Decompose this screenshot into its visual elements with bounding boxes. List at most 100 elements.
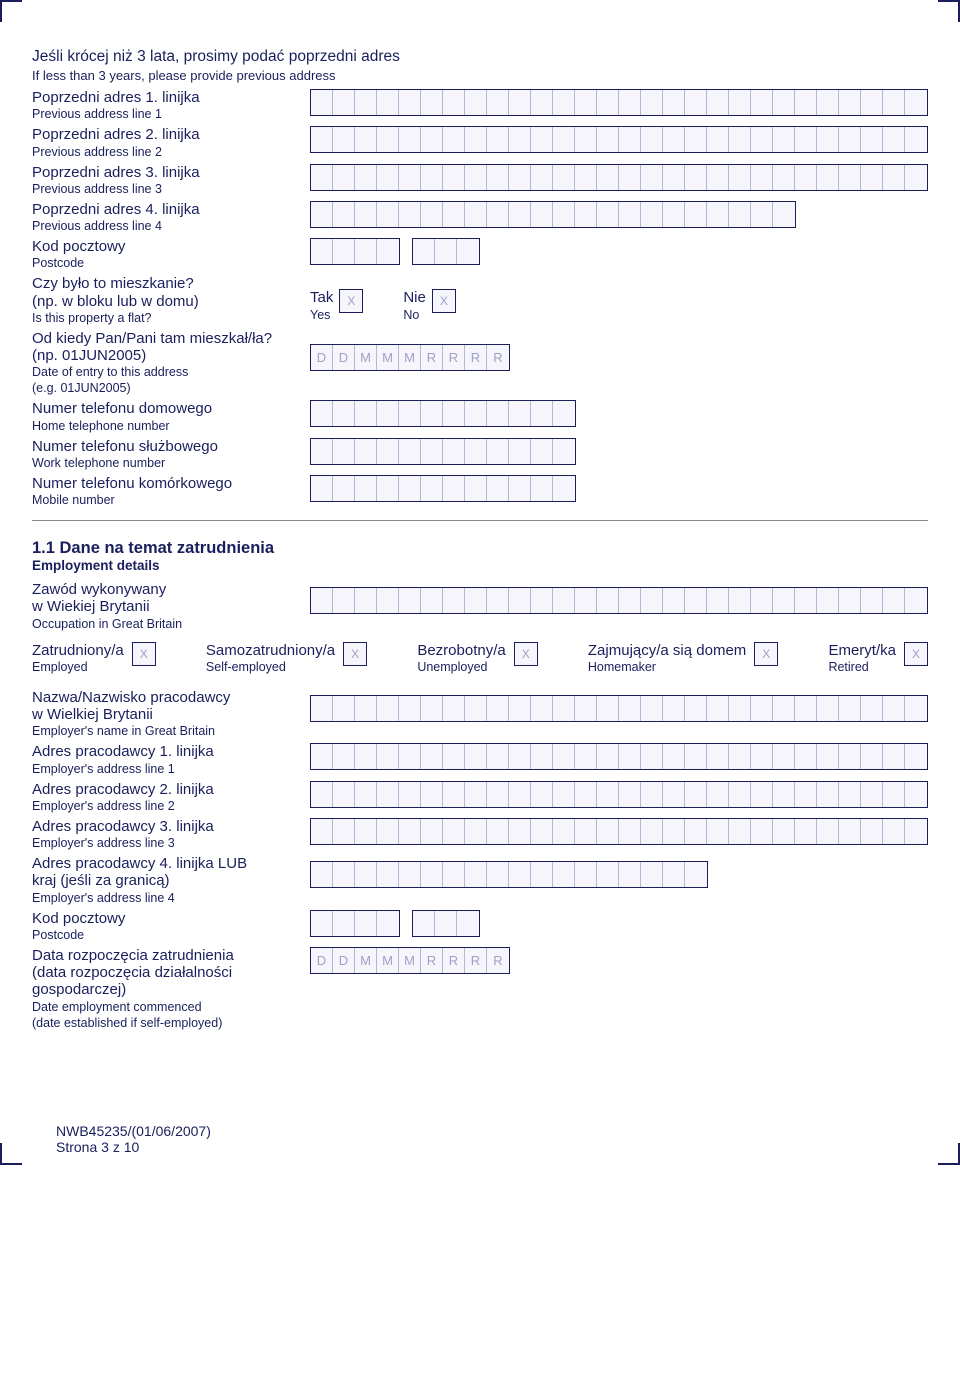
input-occupation[interactable] — [310, 587, 928, 614]
row-occupation: Zawód wykonywany w Wiekiej Brytanii Occu… — [32, 581, 928, 632]
isflat-pl2: (np. w bloku lub w domu) — [32, 293, 304, 310]
work-tel-en: Work telephone number — [32, 456, 304, 471]
checkbox-homemaker[interactable]: X — [754, 642, 778, 666]
input-emp-addr-4[interactable] — [310, 861, 708, 888]
occ-pl2: w Wiekiej Brytanii — [32, 598, 304, 615]
emp-home-en: Homemaker — [588, 660, 746, 675]
label-prev2-en: Previous address line 2 — [32, 145, 304, 160]
checkbox-no[interactable]: X — [432, 289, 456, 313]
input-emp-postcode-1[interactable] — [310, 910, 400, 937]
input-date-entry[interactable]: DDMMMRRRR — [310, 344, 510, 371]
empname-en: Employer's name in Great Britain — [32, 724, 304, 739]
row-prev-addr-2: Poprzedni adres 2. linijka Previous addr… — [32, 126, 928, 159]
isflat-en: Is this property a flat? — [32, 311, 304, 326]
input-prev-addr-3[interactable] — [310, 164, 928, 191]
occ-pl1: Zawód wykonywany — [32, 581, 304, 598]
emp-employed-en: Employed — [32, 660, 124, 675]
row-is-flat: Czy było to mieszkanie? (np. w bloku lub… — [32, 275, 928, 326]
input-emp-addr-3[interactable] — [310, 818, 928, 845]
emp1-en: Employer's address line 1 — [32, 762, 304, 777]
emp-ret-pl: Emeryt/ka — [828, 642, 896, 659]
row-emp-addr-4: Adres pracodawcy 4. linijka LUB kraj (je… — [32, 855, 928, 906]
isflat-pl1: Czy było to mieszkanie? — [32, 275, 304, 292]
input-prev-addr-2[interactable] — [310, 126, 928, 153]
emp4-en: Employer's address line 4 — [32, 891, 304, 906]
date-entry-pl1: Od kiedy Pan/Pani tam mieszkał/ła? — [32, 330, 304, 347]
home-tel-pl: Numer telefonu domowego — [32, 400, 304, 417]
label-prev2-pl: Poprzedni adres 2. linijka — [32, 126, 304, 143]
empdate-en2: (date established if self-employed) — [32, 1016, 304, 1031]
emp-pc-pl: Kod pocztowy — [32, 910, 304, 927]
employment-status-options: Zatrudniony/aEmployed X Samozatrudniony/… — [32, 642, 928, 675]
emp-opt-employed: Zatrudniony/aEmployed X — [32, 642, 156, 675]
emp-opt-unemployed: Bezrobotny/aUnemployed X — [417, 642, 537, 675]
row-employer-name: Nazwa/Nazwisko pracodawcy w Wielkiej Bry… — [32, 689, 928, 740]
work-tel-pl: Numer telefonu służbowego — [32, 438, 304, 455]
yes-group: Tak Yes X — [310, 289, 363, 322]
input-mobile[interactable] — [310, 475, 576, 502]
row-emp-addr-3: Adres pracodawcy 3. linijka Employer's a… — [32, 818, 928, 851]
empdate-pl1: Data rozpoczęcia zatrudnienia — [32, 947, 304, 964]
emp-opt-homemaker: Zajmujący/a sią domemHomemaker X — [588, 642, 778, 675]
input-emp-postcode-2[interactable] — [412, 910, 480, 937]
intro-heading: Jeśli krócej niż 3 lata, prosimy podać p… — [32, 48, 928, 83]
row-prev-addr-3: Poprzedni adres 3. linijka Previous addr… — [32, 164, 928, 197]
label-prev-pc-pl: Kod pocztowy — [32, 238, 304, 255]
corner-tl — [0, 0, 22, 22]
empdate-pl2: (data rozpoczęcia działalności — [32, 964, 304, 981]
emp-opt-retired: Emeryt/kaRetired X — [828, 642, 928, 675]
checkbox-retired[interactable]: X — [904, 642, 928, 666]
emp-employed-pl: Zatrudniony/a — [32, 642, 124, 659]
empdate-pl3: gospodarczej) — [32, 981, 304, 998]
empname-pl1: Nazwa/Nazwisko pracodawcy — [32, 689, 304, 706]
date-entry-en1: Date of entry to this address — [32, 365, 304, 380]
input-emp-addr-2[interactable] — [310, 781, 928, 808]
no-pl: Nie — [403, 289, 426, 306]
checkbox-employed[interactable]: X — [132, 642, 156, 666]
input-work-tel[interactable] — [310, 438, 576, 465]
label-prev4-en: Previous address line 4 — [32, 219, 304, 234]
input-home-tel[interactable] — [310, 400, 576, 427]
mobile-en: Mobile number — [32, 493, 304, 508]
emp2-pl: Adres pracodawcy 2. linijka — [32, 781, 304, 798]
emp4-pl1: Adres pracodawcy 4. linijka LUB — [32, 855, 304, 872]
date-entry-en2: (e.g. 01JUN2005) — [32, 381, 304, 396]
input-prev-addr-4[interactable] — [310, 201, 796, 228]
checkbox-yes[interactable]: X — [339, 289, 363, 313]
label-prev4-pl: Poprzedni adres 4. linijka — [32, 201, 304, 218]
emp-self-pl: Samozatrudniony/a — [206, 642, 335, 659]
yes-en: Yes — [310, 308, 333, 323]
emp-ret-en: Retired — [828, 660, 896, 675]
emp-unemp-en: Unemployed — [417, 660, 505, 675]
row-work-tel: Numer telefonu służbowego Work telephone… — [32, 438, 928, 471]
corner-bl — [0, 1143, 22, 1165]
no-group: Nie No X — [403, 289, 456, 322]
row-date-entry: Od kiedy Pan/Pani tam mieszkał/ła? (np. … — [32, 330, 928, 397]
row-mobile: Numer telefonu komórkowego Mobile number — [32, 475, 928, 508]
empname-pl2: w Wielkiej Brytanii — [32, 706, 304, 723]
empdate-en1: Date employment commenced — [32, 1000, 304, 1015]
checkbox-unemployed[interactable]: X — [514, 642, 538, 666]
checkbox-self-employed[interactable]: X — [343, 642, 367, 666]
emp3-pl: Adres pracodawcy 3. linijka — [32, 818, 304, 835]
section-divider — [32, 520, 928, 521]
input-emp-addr-1[interactable] — [310, 743, 928, 770]
emp-opt-self: Samozatrudniony/aSelf-employed X — [206, 642, 367, 675]
input-emp-date[interactable]: DDMMMRRRR — [310, 947, 510, 974]
section-title: 1.1 Dane na temat zatrudnienia — [32, 539, 928, 558]
emp4-pl2: kraj (jeśli za granicą) — [32, 872, 304, 889]
corner-tr — [938, 0, 960, 22]
input-employer-name[interactable] — [310, 695, 928, 722]
date-entry-pl2: (np. 01JUN2005) — [32, 347, 304, 364]
intro-pl: Jeśli krócej niż 3 lata, prosimy podać p… — [32, 48, 928, 67]
row-emp-addr-2: Adres pracodawcy 2. linijka Employer's a… — [32, 781, 928, 814]
input-prev-postcode-1[interactable] — [310, 238, 400, 265]
input-prev-addr-1[interactable] — [310, 89, 928, 116]
row-emp-postcode: Kod pocztowy Postcode — [32, 910, 928, 943]
input-prev-postcode-2[interactable] — [412, 238, 480, 265]
row-home-tel: Numer telefonu domowego Home telephone n… — [32, 400, 928, 433]
label-prev3-pl: Poprzedni adres 3. linijka — [32, 164, 304, 181]
yes-pl: Tak — [310, 289, 333, 306]
section-sub: Employment details — [32, 558, 928, 573]
emp2-en: Employer's address line 2 — [32, 799, 304, 814]
